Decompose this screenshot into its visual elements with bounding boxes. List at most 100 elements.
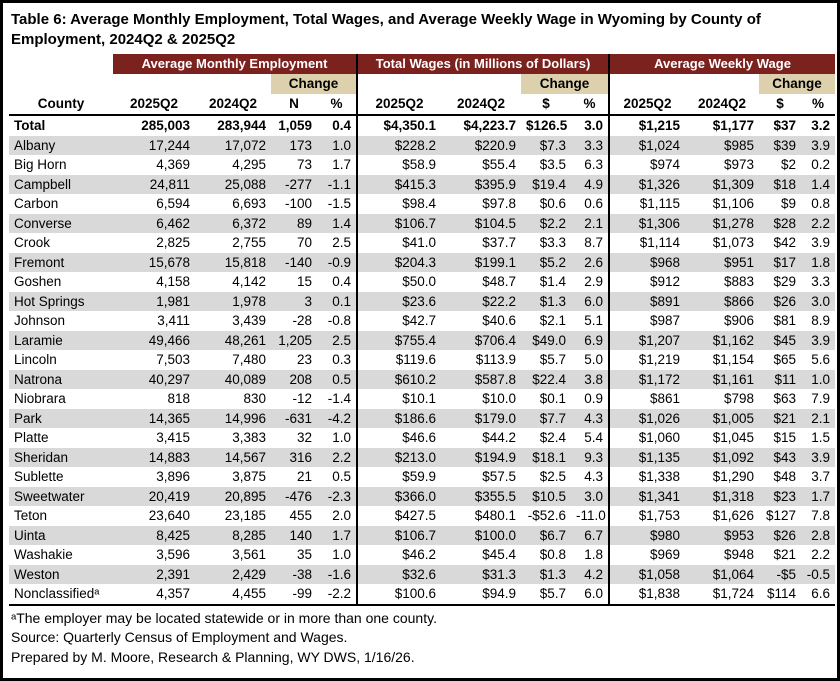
value-cell: $0.6: [539, 196, 567, 211]
table-row: Hot Springs 1,981 1,978 3 0.1 $23.6 $22.2 $1.3 6…: [9, 291, 836, 311]
county-cell: Sweetwater: [9, 486, 113, 506]
value-cell: $4,223.7: [463, 118, 517, 133]
value-cell: 40,297: [113, 369, 195, 389]
value-cell: $106.7: [356, 213, 442, 233]
table-row: Fremont 15,678 15,818 -140 -0.9 $204.3 $199.1 $…: [9, 252, 836, 272]
change-label-weekly-wage: Change: [759, 74, 836, 94]
value-cell: 14,567: [195, 447, 271, 467]
value-cell: 6.9: [571, 330, 610, 350]
value-cell: 6.0: [584, 586, 604, 601]
value-cell: 3,411: [157, 313, 190, 328]
value-cell: -476: [271, 486, 317, 506]
value-cell: 3.0: [584, 118, 604, 133]
value-cell: $65: [773, 352, 797, 367]
value-cell: 0.8: [811, 196, 831, 211]
value-cell: $968: [608, 252, 686, 272]
value-cell: $186.6: [356, 408, 442, 428]
value-cell: 3,561: [232, 547, 266, 562]
value-cell: 3.9: [801, 447, 836, 467]
value-cell: 8.9: [811, 313, 831, 328]
value-cell: $912: [608, 272, 686, 292]
value-cell: $10.0: [482, 391, 517, 406]
value-cell: $974: [608, 155, 686, 175]
table-body: Total 285,003 283,944 1,059 0.4 $4,350.1 $4,22…: [9, 115, 836, 605]
table-row: Sweetwater 20,419 20,895 -476 -2.3 $366.0 $355…: [9, 486, 836, 506]
value-cell: $5.2: [521, 252, 572, 272]
value-cell: $37.7: [482, 235, 517, 250]
value-cell: 3,875: [232, 469, 266, 484]
value-cell: 2.8: [801, 525, 836, 545]
value-cell: $1,306: [608, 213, 686, 233]
value-cell: 3,896: [156, 469, 190, 484]
value-cell: 1.7: [332, 157, 352, 172]
value-cell: 4,455: [232, 586, 266, 601]
value-cell: 1.4: [317, 213, 358, 233]
value-cell: $861: [608, 389, 686, 409]
value-cell: $1,135: [608, 447, 686, 467]
value-cell: $866: [685, 291, 760, 311]
value-cell: 21: [296, 469, 312, 484]
county-cell: Laramie: [9, 330, 113, 350]
value-cell: 3,439: [232, 313, 266, 328]
value-cell: $58.9: [356, 155, 442, 175]
value-cell: $891: [608, 291, 686, 311]
value-cell: $46.6: [356, 428, 442, 448]
table-row: Converse 6,462 6,372 89 1.4 $106.7 $104.5 $2.2 2…: [9, 213, 836, 233]
county-cell: Carbon: [14, 196, 59, 211]
value-cell: $985: [685, 135, 760, 155]
value-cell: $1,005: [685, 408, 760, 428]
value-cell: 1,205: [271, 330, 317, 350]
data-table: Average Monthly Employment Total Wages (…: [9, 54, 836, 606]
value-cell: 8,285: [195, 525, 271, 545]
value-cell: 0.9: [584, 391, 604, 406]
value-cell: 6.3: [584, 157, 604, 172]
table-row: Sublette 3,896 3,875 21 0.5 $59.9 $57.5 $2.5 4.3…: [9, 467, 835, 487]
column-header: %: [583, 96, 596, 111]
value-cell: $1,219: [608, 350, 686, 370]
column-header: 2024Q2: [208, 96, 258, 111]
value-cell: 23,185: [224, 508, 266, 523]
value-cell: $5.7: [539, 586, 567, 601]
value-cell: 1.0: [801, 369, 836, 389]
value-cell: 3.7: [811, 469, 831, 484]
value-cell: 1.0: [332, 430, 352, 445]
value-cell: $46.2: [356, 545, 442, 565]
value-cell: $127: [765, 508, 797, 523]
value-cell: -28: [292, 313, 312, 328]
value-cell: 1.7: [317, 525, 358, 545]
footnote-prepared-by: Prepared by M. Moore, Research & Plannin…: [11, 648, 415, 665]
value-cell: 1.0: [332, 547, 352, 562]
value-cell: $987: [608, 311, 686, 331]
value-cell: $28: [759, 213, 802, 233]
value-cell: 4,357: [156, 586, 190, 601]
table-row: Goshen 4,158 4,142 15 0.4 $50.0 $48.7 $1.4 2.9 $9…: [9, 272, 835, 292]
value-cell: 2.5: [332, 235, 352, 250]
table-row: Crook 2,825 2,755 70 2.5 $41.0 $37.7 $3.3 8.7 $1,…: [9, 233, 835, 253]
value-cell: $427.5: [356, 506, 442, 526]
value-cell: $45.4: [482, 547, 517, 562]
value-cell: 2.5: [317, 330, 358, 350]
value-cell: $948: [723, 547, 755, 562]
footnote-employer: ᵃThe employer may be located statewide o…: [11, 609, 437, 626]
value-cell: $1,115: [608, 194, 686, 214]
value-cell: 1,978: [195, 291, 271, 311]
value-cell: $106.7: [356, 525, 442, 545]
value-cell: $50.0: [356, 272, 442, 292]
value-cell: 4,295: [232, 157, 266, 172]
county-cell: Nonclassifiedᵃ: [14, 586, 100, 601]
value-cell: $100.6: [356, 584, 442, 605]
value-cell: $1.3: [521, 291, 572, 311]
value-cell: $26: [759, 525, 802, 545]
value-cell: 3.0: [571, 486, 610, 506]
value-cell: 0.1: [317, 291, 358, 311]
value-cell: 2.0: [332, 508, 352, 523]
footnote-source: Source: Quarterly Census of Employment a…: [11, 629, 348, 646]
value-cell: $21: [759, 408, 802, 428]
value-cell: 25,088: [195, 174, 271, 194]
value-cell: $1,278: [685, 213, 760, 233]
value-cell: 2.1: [571, 213, 610, 233]
group-header-employment: Average Monthly Employment: [113, 54, 358, 74]
value-cell: 8,425: [113, 525, 195, 545]
value-cell: $126.5: [526, 118, 568, 133]
value-cell: $4,350.1: [356, 115, 442, 136]
